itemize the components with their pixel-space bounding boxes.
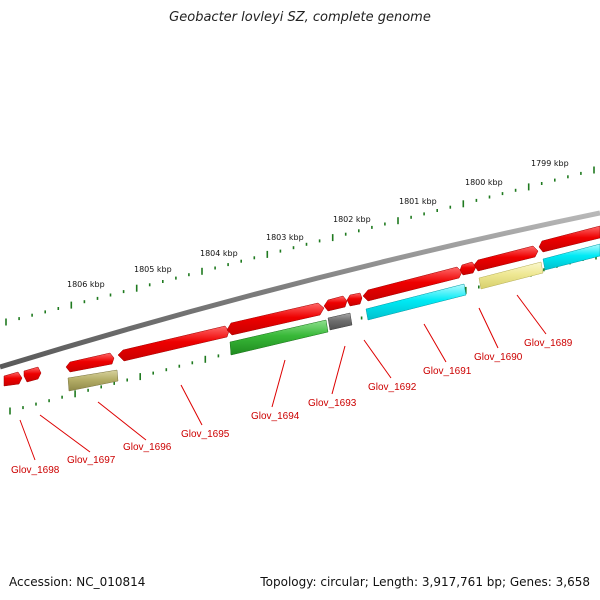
scale-ticks-outer (5, 166, 595, 326)
scale-label-1802: 1802 kbp (333, 215, 371, 224)
gene-label-glov-1691[interactable]: Glov_1691 (423, 366, 472, 377)
gene-feature-glov-1689-upper[interactable] (538, 225, 600, 253)
scale-label-1804: 1804 kbp (200, 249, 238, 258)
accession-text: Accession: NC_010814 (9, 575, 146, 589)
gene-feature-glov-1692-upper[interactable] (346, 292, 363, 307)
gene-label-glov-1692[interactable]: Glov_1692 (368, 382, 417, 393)
gene-feature-glov-1689[interactable] (542, 243, 600, 271)
gene-feature-glov-1690-red[interactable] (473, 245, 539, 272)
gene-label-glov-1689[interactable]: Glov_1689 (524, 338, 573, 349)
gene-label-glov-1698[interactable]: Glov_1698 (11, 465, 60, 476)
scale-label-1800: 1800 kbp (465, 178, 503, 187)
gene-feature-glov-1693-upper[interactable] (323, 295, 348, 312)
gene-feature-glov-1697[interactable] (23, 366, 42, 383)
scale-label-1799: 1799 kbp (531, 159, 569, 168)
map-title: Geobacter lovleyi SZ, complete genome (169, 10, 431, 25)
gene-feature-glov-1690[interactable] (478, 261, 544, 290)
gene-feature-glov-1696[interactable] (67, 369, 119, 392)
gene-feature-glov-1692[interactable] (362, 266, 463, 302)
gene-feature-glov-1693[interactable] (327, 312, 353, 331)
scale-label-1806: 1806 kbp (67, 280, 105, 289)
topology-text: Topology: circular; Length: 3,917,761 bp… (260, 575, 590, 589)
scale-label-1801: 1801 kbp (399, 197, 437, 206)
gene-feature-glov-1698[interactable] (3, 371, 23, 387)
gene-feature-glov-1690-upper[interactable] (459, 261, 477, 276)
gene-label-glov-1690[interactable]: Glov_1690 (474, 352, 523, 363)
scale-label-1805: 1805 kbp (134, 265, 172, 274)
gene-feature-glov-1694[interactable] (229, 319, 329, 356)
label-leader-lines (19, 294, 547, 461)
gene-feature-glov-1695[interactable] (117, 325, 230, 362)
gene-feature-glov-1691[interactable] (365, 283, 467, 321)
gene-label-glov-1695[interactable]: Glov_1695 (181, 429, 230, 440)
gene-feature-glov-1694-upper[interactable] (226, 302, 325, 336)
scale-label-1803: 1803 kbp (266, 233, 304, 242)
gene-label-glov-1694[interactable]: Glov_1694 (251, 411, 300, 422)
genome-backbone (0, 210, 600, 370)
gene-label-glov-1697[interactable]: Glov_1697 (67, 455, 116, 466)
gene-label-glov-1693[interactable]: Glov_1693 (308, 398, 357, 409)
gene-feature-glov-1695-part-a[interactable] (65, 352, 115, 373)
gene-label-glov-1696[interactable]: Glov_1696 (123, 442, 172, 453)
